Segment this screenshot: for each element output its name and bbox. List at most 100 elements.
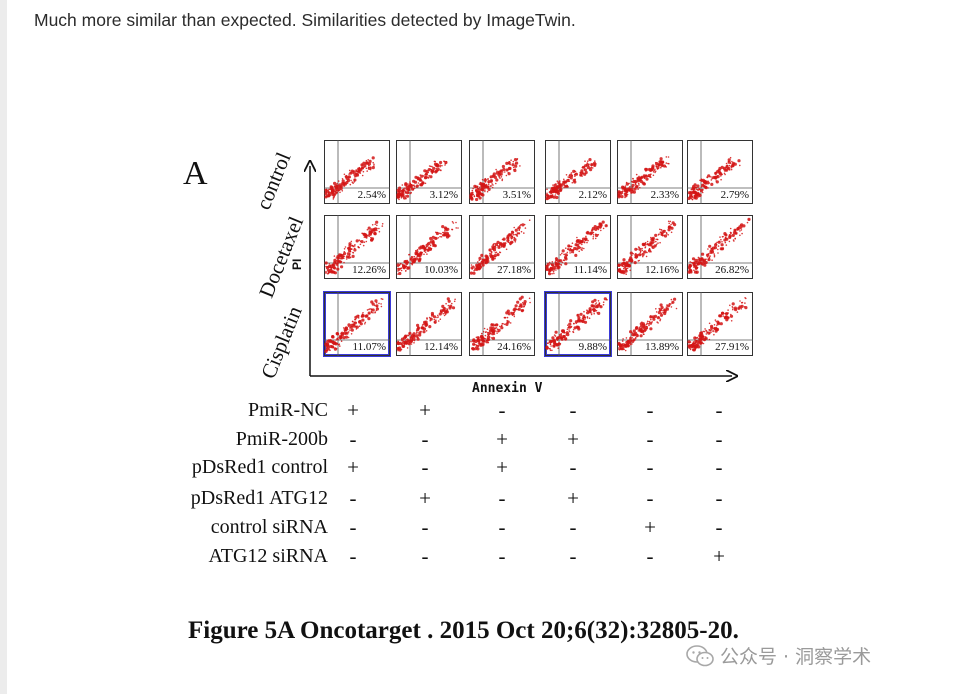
treatment-sign: - <box>646 455 654 479</box>
flow-plot: 3.12% <box>396 140 462 204</box>
scatter-dots <box>469 215 535 279</box>
treatment-sign: - <box>498 486 506 510</box>
scatter-dots <box>545 140 611 204</box>
treatment-sign: + <box>347 455 359 479</box>
treatment-sign: - <box>569 398 577 422</box>
apoptosis-percent: 11.14% <box>572 264 608 276</box>
flow-plot: 2.33% <box>617 140 683 204</box>
x-axis-label: Annexin V <box>472 381 543 396</box>
flow-plot: 2.54% <box>324 140 390 204</box>
scatter-dots <box>324 292 390 356</box>
treatment-sign: + <box>567 427 579 451</box>
similarity-note: Much more similar than expected. Similar… <box>34 10 576 30</box>
flow-plot: 9.88% <box>544 291 612 357</box>
flow-plot: 27.18% <box>469 215 535 279</box>
flow-plot: 11.07% <box>323 291 391 357</box>
treatment-sign: - <box>715 515 723 539</box>
figure-axes <box>300 158 740 383</box>
panel-letter: A <box>183 155 208 192</box>
apoptosis-percent: 12.14% <box>423 341 459 353</box>
apoptosis-percent: 11.07% <box>351 341 387 353</box>
apoptosis-percent: 2.12% <box>577 189 608 201</box>
scatter-dots <box>687 140 753 204</box>
treatment-sign: + <box>347 398 359 422</box>
treatment-sign: - <box>646 427 654 451</box>
apoptosis-percent: 2.33% <box>649 189 680 201</box>
apoptosis-percent: 2.79% <box>719 189 750 201</box>
scatter-dots <box>469 292 535 356</box>
flow-plot: 2.79% <box>687 140 753 204</box>
treatment-label: ATG12 siRNA <box>208 545 328 567</box>
apoptosis-percent: 2.54% <box>356 189 387 201</box>
treatment-sign: + <box>496 427 508 451</box>
apoptosis-percent: 26.82% <box>714 264 750 276</box>
treatment-label: pDsRed1 ATG12 <box>190 487 328 509</box>
apoptosis-percent: 3.51% <box>501 189 532 201</box>
scatter-dots <box>617 215 683 279</box>
treatment-sign: - <box>646 486 654 510</box>
flow-plot: 12.26% <box>324 215 390 279</box>
treatment-sign: - <box>715 427 723 451</box>
scatter-dots <box>396 292 462 356</box>
treatment-sign: - <box>715 486 723 510</box>
treatment-label: PmiR-NC <box>247 399 328 421</box>
flow-plot: 24.16% <box>469 292 535 356</box>
apoptosis-percent: 10.03% <box>423 264 459 276</box>
flow-plot: 12.16% <box>617 215 683 279</box>
flow-plot: 2.12% <box>545 140 611 204</box>
treatment-sign: - <box>646 544 654 568</box>
apoptosis-percent: 9.88% <box>577 341 608 353</box>
flow-plot: 3.51% <box>469 140 535 204</box>
flow-plot: 10.03% <box>396 215 462 279</box>
treatment-sign: + <box>419 486 431 510</box>
treatment-sign: - <box>349 427 357 451</box>
apoptosis-percent: 24.16% <box>496 341 532 353</box>
watermark: 公众号 · 洞察学术 <box>686 642 871 669</box>
scatter-dots <box>396 140 462 204</box>
treatment-sign: - <box>715 398 723 422</box>
treatment-sign: - <box>715 455 723 479</box>
scatter-dots <box>617 140 683 204</box>
apoptosis-percent: 12.26% <box>351 264 387 276</box>
apoptosis-percent: 27.91% <box>714 341 750 353</box>
treatment-sign: - <box>498 544 506 568</box>
scatter-dots <box>617 292 683 356</box>
treatment-sign: - <box>569 515 577 539</box>
scatter-dots <box>545 292 611 356</box>
apoptosis-percent: 13.89% <box>644 341 680 353</box>
scatter-dots <box>469 140 535 204</box>
apoptosis-percent: 12.16% <box>644 264 680 276</box>
treatment-sign: + <box>567 486 579 510</box>
treatment-sign: - <box>421 544 429 568</box>
scatter-dots <box>545 215 611 279</box>
flow-plot: 11.14% <box>545 215 611 279</box>
flow-plot: 26.82% <box>687 215 753 279</box>
treatment-sign: - <box>349 486 357 510</box>
scatter-dots <box>396 215 462 279</box>
treatment-sign: - <box>349 544 357 568</box>
treatment-label: PmiR-200b <box>235 428 328 450</box>
flow-plot: 12.14% <box>396 292 462 356</box>
treatment-sign: - <box>421 455 429 479</box>
wechat-icon <box>686 644 714 667</box>
scatter-dots <box>324 215 390 279</box>
treatment-sign: - <box>569 455 577 479</box>
scatter-dots <box>687 215 753 279</box>
scatter-dots <box>687 292 753 356</box>
treatment-sign: + <box>496 455 508 479</box>
content-left-border <box>0 0 7 694</box>
treatment-label: control siRNA <box>210 516 328 538</box>
treatment-sign: + <box>713 544 725 568</box>
treatment-label: pDsRed1 control <box>191 456 328 478</box>
treatment-sign: + <box>644 515 656 539</box>
apoptosis-percent: 27.18% <box>496 264 532 276</box>
scatter-dots <box>324 140 390 204</box>
watermark-text: 公众号 · 洞察学术 <box>720 646 872 668</box>
treatment-sign: - <box>498 398 506 422</box>
treatment-sign: + <box>419 398 431 422</box>
flow-plot: 13.89% <box>617 292 683 356</box>
treatment-sign: - <box>349 515 357 539</box>
apoptosis-percent: 3.12% <box>428 189 459 201</box>
figure-caption: Figure 5A Oncotarget . 2015 Oct 20;6(32)… <box>188 617 739 644</box>
treatment-sign: - <box>498 515 506 539</box>
